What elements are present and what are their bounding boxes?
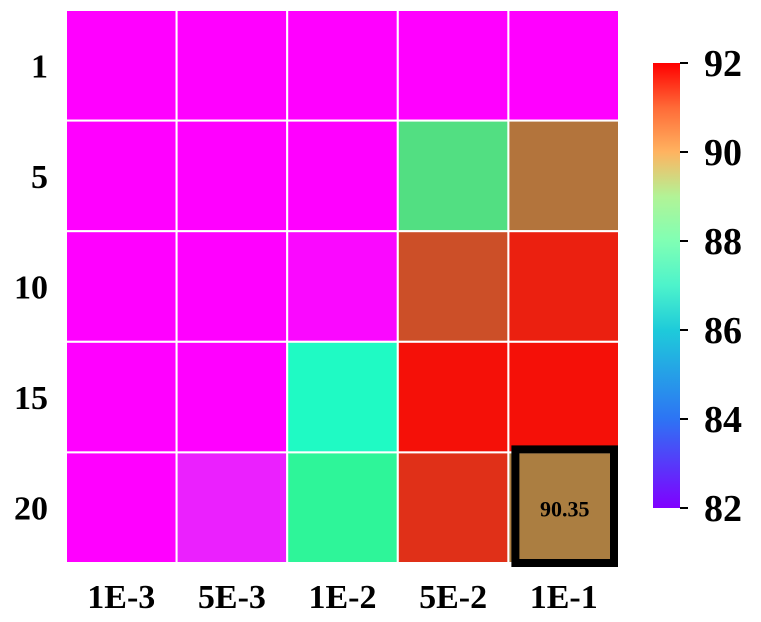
highlight-rect [511,445,619,567]
colorbar-tick-label: 82 [704,488,742,530]
highlight-value-label: 90.35 [540,497,590,522]
heatmap-cell-r4-c4 [396,340,510,454]
heatmap-cell-r2-c3 [286,119,399,233]
x-tick-label: 1E-2 [309,579,377,616]
y-tick-label: 5 [31,159,48,196]
heatmap-cell-r1-c5 [507,9,620,122]
x-tick-label: 5E-3 [198,579,266,616]
heatmap-cell-r5-c5 [507,451,620,564]
y-tick-label: 1 [31,48,48,85]
colorbar-tick-label: 86 [704,310,742,352]
heatmap-cell-r1-c4 [396,9,510,122]
heatmap-cells [65,9,620,564]
colorbar-tick-label: 88 [704,221,742,263]
heatmap-cell-r3-c3 [286,230,399,343]
heatmap-cell-r1-c2 [175,9,289,122]
heatmap-cell-r1-c1 [65,9,178,122]
heatmap-cell-r4-c1 [65,340,178,454]
heatmap-cell-r2-c4 [396,119,510,233]
y-tick-label: 10 [14,270,48,307]
colorbar-tick-label: 90 [704,132,742,174]
colorbar-tick-label: 92 [704,43,742,85]
highlight-box: 90.35 [511,445,619,567]
heatmap-cell-r3-c5 [507,230,620,343]
y-tick-label: 20 [14,491,48,528]
x-tick-label: 1E-1 [530,579,598,616]
heatmap-cell-r1-c3 [286,9,399,122]
colorbar-gradient [653,63,680,508]
heatmap-cell-r2-c1 [65,119,178,233]
heatmap-cell-r3-c1 [65,230,178,343]
x-tick-label: 5E-2 [419,579,487,616]
colorbar: 82 84 86 88 90 92 [653,43,742,530]
heatmap-cell-r4-c5 [507,340,620,454]
heatmap-cell-r5-c2 [175,451,289,564]
heatmap-cell-r5-c4 [396,451,510,564]
heatmap-cell-r5-c3 [286,451,399,564]
y-tick-label: 15 [14,380,48,417]
heatmap-cell-r4-c2 [175,340,289,454]
heatmap-cell-r3-c4 [396,230,510,343]
heatmap-cell-r2-c5 [507,119,620,233]
x-tick-labels: 1E-3 5E-3 1E-2 5E-2 1E-1 [87,579,597,616]
heatmap-cell-r2-c2 [175,119,289,233]
x-tick-label: 1E-3 [87,579,155,616]
heatmap-cell-r5-c1 [65,451,178,564]
colorbar-tick-label: 84 [704,399,742,441]
heatmap-cell-r4-c3 [286,340,399,454]
heatmap-cell-r3-c2 [175,230,289,343]
